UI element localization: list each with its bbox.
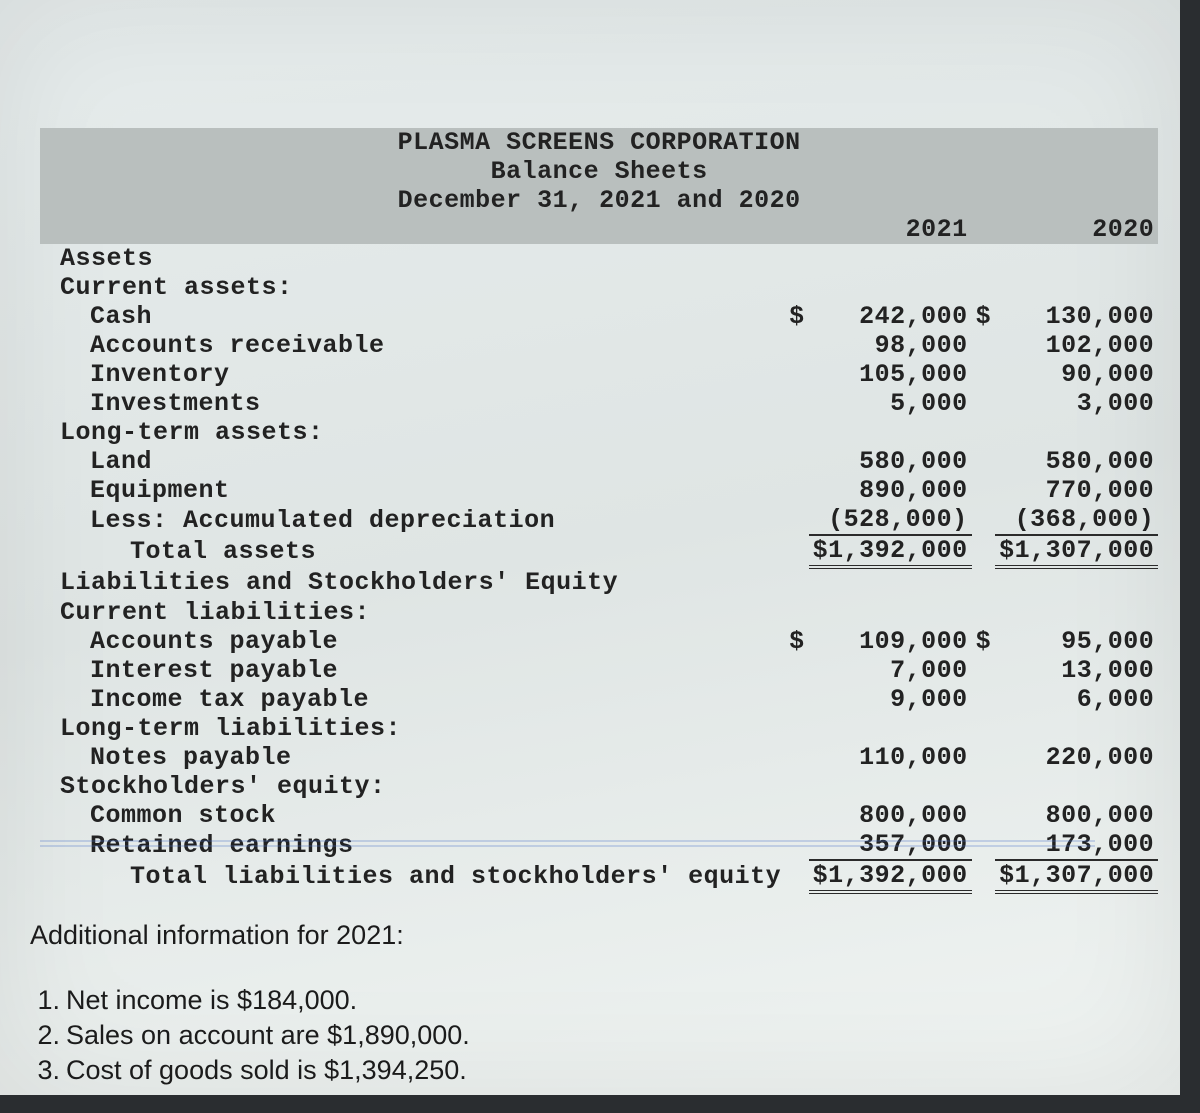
additional-item: 3.Cost of goods sold is $1,394,250. xyxy=(30,1055,470,1086)
ap-2020: 95,000 xyxy=(995,627,1158,656)
label-ap: Accounts payable xyxy=(40,627,785,656)
label-inventory: Inventory xyxy=(40,360,785,389)
header-row-company: PLASMA SCREENS CORPORATION xyxy=(40,128,1158,157)
additional-heading: Additional information for 2021: xyxy=(30,920,470,951)
dollar-sign: $ xyxy=(785,627,809,656)
dollar-sign: $ xyxy=(785,302,809,331)
tax-2021: 9,000 xyxy=(809,685,972,714)
label-current-assets: Current assets: xyxy=(40,273,785,302)
row-notes-pay: Notes payable 110,000 220,000 xyxy=(40,743,1158,772)
land-2021: 580,000 xyxy=(809,447,972,476)
row-se: Stockholders' equity: xyxy=(40,772,1158,801)
inventory-2020: 90,000 xyxy=(995,360,1158,389)
np-2021: 110,000 xyxy=(809,743,972,772)
row-land: Land 580,000 580,000 xyxy=(40,447,1158,476)
label-investments: Investments xyxy=(40,389,785,418)
row-lt-liab: Long-term liabilities: xyxy=(40,714,1158,743)
equipment-2020: 770,000 xyxy=(995,476,1158,505)
dep-2020: (368,000) xyxy=(995,505,1158,535)
label-se: Stockholders' equity: xyxy=(40,772,785,801)
label-cur-liab: Current liabilities: xyxy=(40,598,785,627)
ar-2021: 98,000 xyxy=(809,331,972,360)
np-2020: 220,000 xyxy=(995,743,1158,772)
label-assets: Assets xyxy=(40,244,785,273)
label-cash: Cash xyxy=(40,302,785,331)
tax-2020: 6,000 xyxy=(995,685,1158,714)
company-name: PLASMA SCREENS CORPORATION xyxy=(40,128,1158,157)
row-equipment: Equipment 890,000 770,000 xyxy=(40,476,1158,505)
label-lt-liab: Long-term liabilities: xyxy=(40,714,785,743)
investments-2021: 5,000 xyxy=(809,389,972,418)
row-acc-dep: Less: Accumulated depreciation (528,000)… xyxy=(40,505,1158,535)
row-lse: Liabilities and Stockholders' Equity xyxy=(40,567,1158,598)
year-2021: 2021 xyxy=(809,215,972,244)
ap-2021: 109,000 xyxy=(809,627,972,656)
page: PLASMA SCREENS CORPORATION Balance Sheet… xyxy=(0,0,1180,1095)
row-lt-assets: Long-term assets: xyxy=(40,418,1158,447)
investments-2020: 3,000 xyxy=(995,389,1158,418)
header-row-title: Balance Sheets xyxy=(40,157,1158,186)
row-total-lse: Total liabilities and stockholders' equi… xyxy=(40,860,1158,892)
tlse-2021: $1,392,000 xyxy=(809,860,972,892)
additional-item-text: Cost of goods sold is $1,394,250. xyxy=(66,1055,467,1085)
year-2020: 2020 xyxy=(995,215,1158,244)
row-investments: Investments 5,000 3,000 xyxy=(40,389,1158,418)
row-ar: Accounts receivable 98,000 102,000 xyxy=(40,331,1158,360)
additional-info: Additional information for 2021: 1.Net i… xyxy=(30,920,470,1090)
row-inventory: Inventory 105,000 90,000 xyxy=(40,360,1158,389)
statement-title: Balance Sheets xyxy=(40,157,1158,186)
ar-2020: 102,000 xyxy=(995,331,1158,360)
label-total-assets: Total assets xyxy=(40,535,785,567)
dep-2021: (528,000) xyxy=(809,505,972,535)
label-int-pay: Interest payable xyxy=(40,656,785,685)
dollar-sign: $ xyxy=(972,627,996,656)
additional-item: 2.Sales on account are $1,890,000. xyxy=(30,1020,470,1051)
row-tax-pay: Income tax payable 9,000 6,000 xyxy=(40,685,1158,714)
label-land: Land xyxy=(40,447,785,476)
label-acc-dep: Less: Accumulated depreciation xyxy=(40,505,785,535)
balance-sheet-table: PLASMA SCREENS CORPORATION Balance Sheet… xyxy=(40,128,1158,894)
total-assets-2020: $1,307,000 xyxy=(995,535,1158,567)
row-assets: Assets xyxy=(40,244,1158,273)
int-2021: 7,000 xyxy=(809,656,972,685)
tlse-2020: $1,307,000 xyxy=(995,860,1158,892)
land-2020: 580,000 xyxy=(995,447,1158,476)
dollar-sign: $ xyxy=(972,302,996,331)
row-common: Common stock 800,000 800,000 xyxy=(40,801,1158,830)
balance-sheet: PLASMA SCREENS CORPORATION Balance Sheet… xyxy=(40,70,1095,952)
row-cur-liab: Current liabilities: xyxy=(40,598,1158,627)
row-total-assets: Total assets $1,392,000 $1,307,000 xyxy=(40,535,1158,567)
cash-2021: 242,000 xyxy=(809,302,972,331)
label-lse: Liabilities and Stockholders' Equity xyxy=(40,567,785,598)
additional-item-text: Net income is $184,000. xyxy=(66,985,357,1015)
label-lt-assets: Long-term assets: xyxy=(40,418,785,447)
row-int-pay: Interest payable 7,000 13,000 xyxy=(40,656,1158,685)
cs-2020: 800,000 xyxy=(995,801,1158,830)
header-row-date: December 31, 2021 and 2020 xyxy=(40,186,1158,215)
label-common: Common stock xyxy=(40,801,785,830)
label-equipment: Equipment xyxy=(40,476,785,505)
cs-2021: 800,000 xyxy=(809,801,972,830)
row-ap: Accounts payable $ 109,000 $ 95,000 xyxy=(40,627,1158,656)
row-current-assets: Current assets: xyxy=(40,273,1158,302)
statement-date: December 31, 2021 and 2020 xyxy=(40,186,1158,215)
int-2020: 13,000 xyxy=(995,656,1158,685)
label-notes-pay: Notes payable xyxy=(40,743,785,772)
total-assets-2021: $1,392,000 xyxy=(809,535,972,567)
row-cash: Cash $ 242,000 $ 130,000 xyxy=(40,302,1158,331)
additional-item: 1.Net income is $184,000. xyxy=(30,985,470,1016)
additional-item-text: Sales on account are $1,890,000. xyxy=(66,1020,470,1050)
divider-rule xyxy=(40,840,1095,848)
header-row-years: 2021 2020 xyxy=(40,215,1158,244)
equipment-2021: 890,000 xyxy=(809,476,972,505)
cash-2020: 130,000 xyxy=(995,302,1158,331)
label-total-lse: Total liabilities and stockholders' equi… xyxy=(40,860,785,892)
inventory-2021: 105,000 xyxy=(809,360,972,389)
label-tax-pay: Income tax payable xyxy=(40,685,785,714)
label-ar: Accounts receivable xyxy=(40,331,785,360)
